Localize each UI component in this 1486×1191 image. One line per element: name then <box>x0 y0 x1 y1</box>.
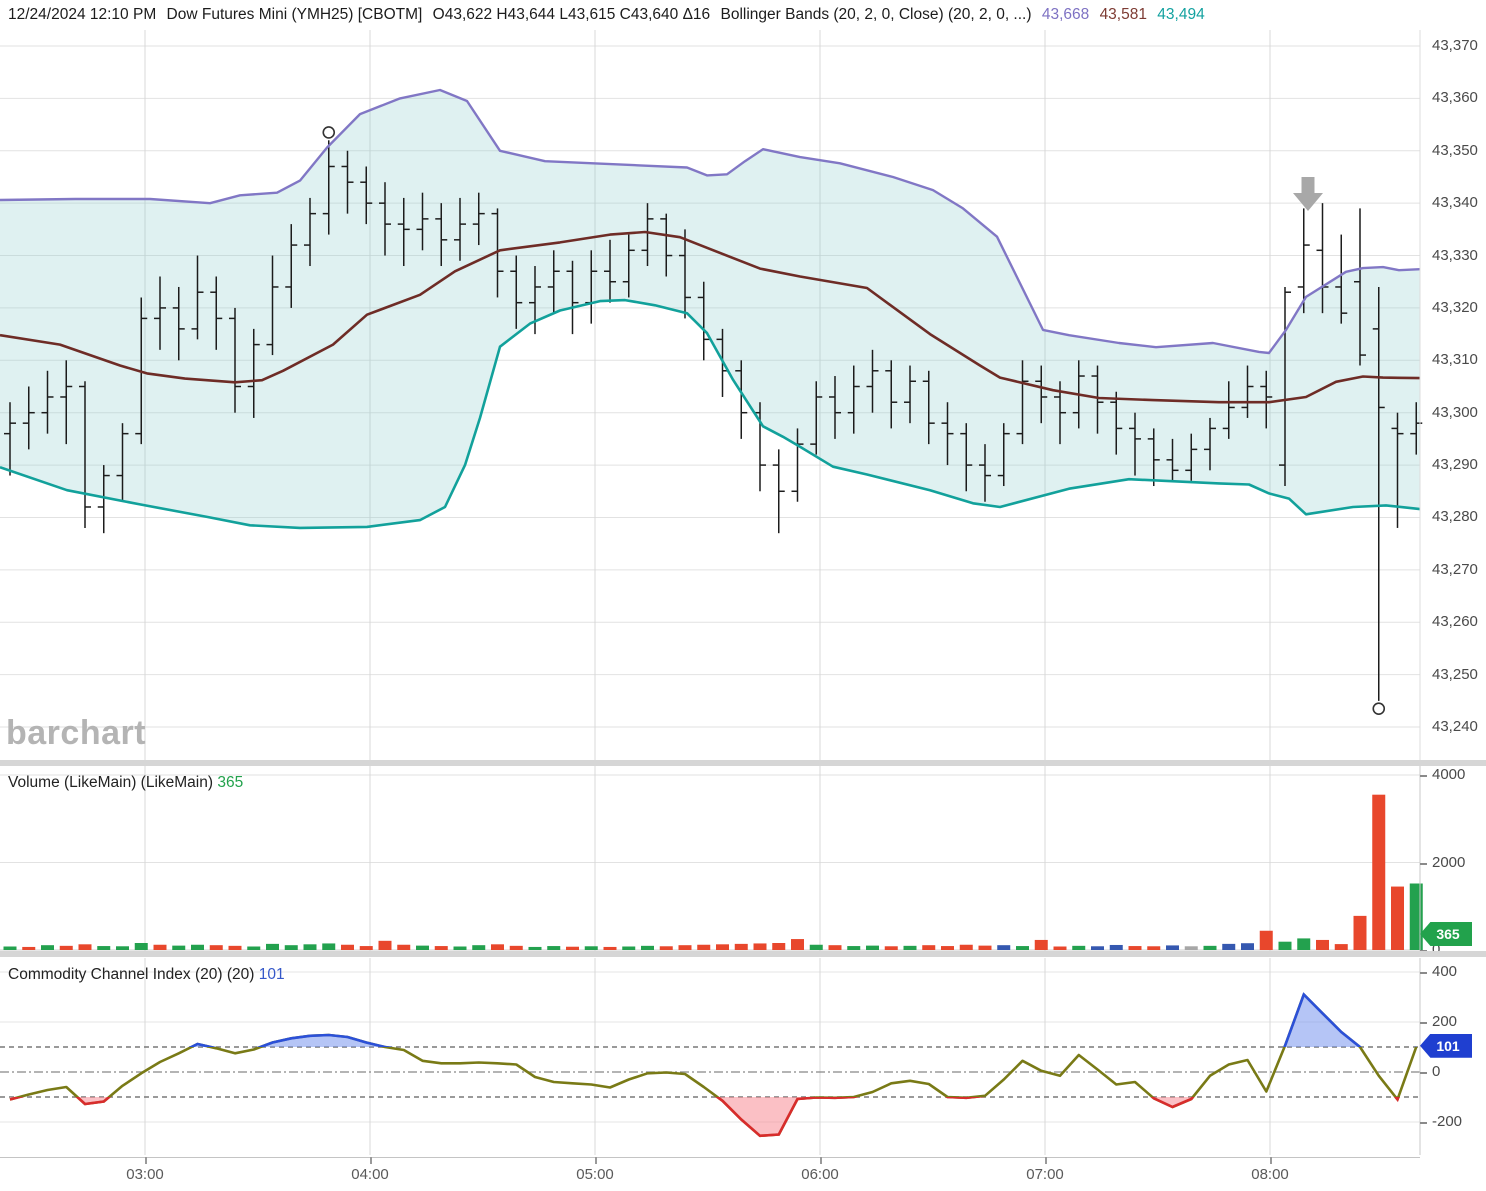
main-y-axis-label: 43,320 <box>1432 298 1478 316</box>
time-axis-tick <box>370 1157 372 1164</box>
volume-price-bubble: 365 <box>1420 922 1472 947</box>
volume-panel-label: Volume (LikeMain) (LikeMain) 365 <box>8 774 243 792</box>
header-ohlc: O43,622 H43,644 L43,615 C43,640 Δ16 <box>432 6 711 23</box>
volume-y-axis-label: 2000 <box>1432 853 1466 871</box>
cci-price-bubble: 101 <box>1420 1033 1472 1058</box>
volume-axis-tick <box>1420 775 1427 777</box>
volume-current-value: 365 <box>217 774 244 791</box>
volume-y-axis-label: 0 <box>1432 941 1441 958</box>
main-y-axis-label: 43,350 <box>1432 141 1478 159</box>
cci-y-axis-label: 200 <box>1432 1013 1458 1030</box>
header-datetime: 12/24/2024 12:10 PM <box>8 6 157 23</box>
cci-axis-tick <box>1420 1072 1427 1074</box>
time-axis-label[interactable]: 06:00 <box>801 1166 839 1183</box>
cci-panel-label: Commodity Channel Index (20) (20) 101 <box>8 966 285 984</box>
main-y-axis-label: 43,330 <box>1432 246 1478 264</box>
time-axis-label[interactable]: 05:00 <box>576 1166 614 1183</box>
main-y-axis-label: 43,250 <box>1432 665 1478 683</box>
volume-label-text: Volume (LikeMain) (LikeMain) <box>8 774 214 791</box>
main-y-axis-label: 43,300 <box>1432 403 1478 421</box>
cci-label-text: Commodity Channel Index (20) (20) <box>8 966 255 983</box>
time-axis-label[interactable]: 07:00 <box>1026 1166 1064 1183</box>
time-axis-line <box>0 1157 1420 1158</box>
chart-header: 12/24/2024 12:10 PM Dow Futures Mini (YM… <box>8 6 1211 24</box>
main-y-axis-label: 43,370 <box>1432 37 1478 54</box>
time-axis-tick <box>595 1157 597 1164</box>
barchart-logo: barchart <box>6 714 147 752</box>
cci-chart[interactable] <box>0 958 1486 1155</box>
panel-separator[interactable] <box>0 951 1486 957</box>
time-axis-label[interactable]: 08:00 <box>1251 1166 1289 1183</box>
main-y-axis-label: 43,310 <box>1432 351 1478 369</box>
time-axis-tick <box>820 1157 822 1164</box>
cci-current-value: 101 <box>258 966 285 983</box>
main-y-axis-label: 43,270 <box>1432 560 1478 578</box>
cci-axis-tick <box>1420 1022 1427 1024</box>
main-y-axis-label: 43,340 <box>1432 194 1478 212</box>
panel-separator[interactable] <box>0 760 1486 766</box>
header-band-upper-value: 43,668 <box>1041 6 1090 23</box>
volume-chart[interactable] <box>0 766 1486 952</box>
main-y-axis-label: 43,260 <box>1432 613 1478 631</box>
cci-axis-tick <box>1420 1122 1427 1124</box>
time-axis-tick <box>1045 1157 1047 1164</box>
main-y-axis-label: 43,290 <box>1432 456 1478 474</box>
header-symbol: Dow Futures Mini (YMH25) [CBOTM] <box>166 6 423 23</box>
cci-axis-tick <box>1420 972 1427 974</box>
cci-y-axis-label: 0 <box>1432 1063 1441 1080</box>
header-band-middle-value: 43,581 <box>1099 6 1147 23</box>
cci-y-axis-label: 400 <box>1432 963 1458 980</box>
cci-y-axis-label: -200 <box>1432 1113 1463 1130</box>
header-band-lower-value: 43,494 <box>1157 6 1205 23</box>
time-axis-label[interactable]: 04:00 <box>351 1166 389 1183</box>
time-axis-label[interactable]: 03:00 <box>126 1166 164 1183</box>
header-study-label: Bollinger Bands (20, 2, 0, Close) (20, 2… <box>720 6 1032 23</box>
main-price-chart[interactable] <box>0 30 1486 760</box>
volume-y-axis-label: 4000 <box>1432 766 1466 783</box>
volume-axis-tick <box>1420 862 1427 865</box>
time-axis-tick <box>145 1157 147 1164</box>
time-axis-tick <box>1270 1157 1272 1164</box>
main-y-axis-label: 43,360 <box>1432 89 1478 107</box>
main-y-axis-label: 43,240 <box>1432 718 1478 735</box>
main-y-axis-label: 43,280 <box>1432 508 1478 526</box>
